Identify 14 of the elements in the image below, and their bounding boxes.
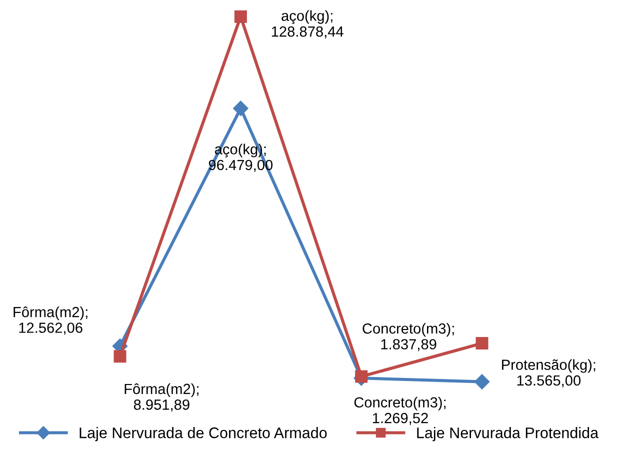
point	[233, 100, 248, 116]
point	[474, 374, 490, 390]
data-label: Concreto(m3); 1.269,52	[354, 396, 446, 425]
legend-label: Laje Nervurada Protendida	[417, 427, 599, 442]
data-label: Fôrma(m2); 8.951,89	[124, 383, 198, 412]
data-label: Fôrma(m2); 12.562,06	[14, 306, 88, 335]
point	[114, 350, 126, 363]
legend-label: Laje Nervurada de Concreto Armado	[80, 427, 327, 442]
point	[355, 370, 368, 383]
data-label: Protensão(kg); 13.565,00	[502, 359, 596, 388]
data-label: aço(kg); 128.878,44	[272, 10, 344, 38]
point	[234, 10, 247, 23]
data-label: Concreto(m3); 1.837,89	[362, 322, 454, 352]
point	[476, 337, 488, 350]
